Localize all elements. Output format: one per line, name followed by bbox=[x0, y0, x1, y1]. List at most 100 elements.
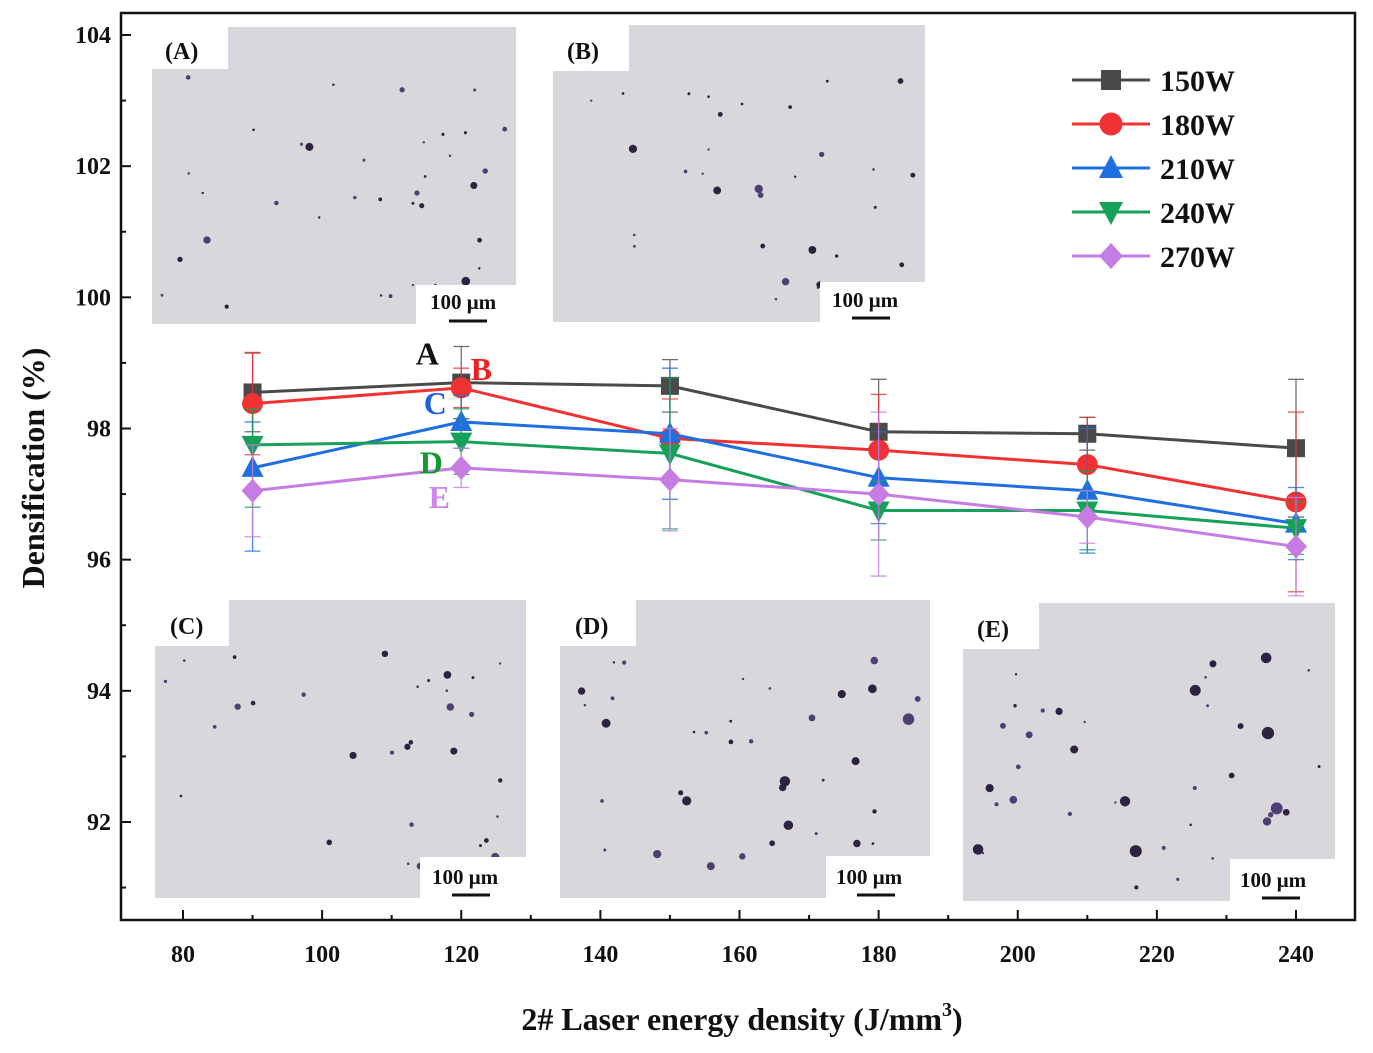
pore bbox=[498, 778, 503, 783]
series-line-240W bbox=[252, 440, 1297, 530]
pore bbox=[483, 838, 489, 843]
pore bbox=[1114, 801, 1117, 804]
pore bbox=[779, 783, 787, 792]
pore bbox=[1228, 772, 1235, 779]
pore bbox=[1176, 877, 1180, 881]
pore bbox=[1119, 796, 1131, 807]
series-line-180W bbox=[252, 386, 1297, 504]
pore bbox=[837, 690, 846, 699]
pore bbox=[406, 862, 410, 865]
pore bbox=[389, 750, 395, 755]
data-point-270W-180 bbox=[867, 482, 890, 507]
pore bbox=[612, 661, 616, 664]
inset-label-e: (E) bbox=[977, 617, 1009, 643]
y-tick-label-96: 96 bbox=[87, 548, 111, 574]
pore bbox=[250, 700, 256, 706]
inset-label-b: (B) bbox=[567, 39, 599, 65]
pore bbox=[577, 687, 586, 695]
legend-marker-150W bbox=[1101, 70, 1121, 90]
pore bbox=[741, 677, 745, 681]
pore bbox=[445, 689, 448, 692]
pore bbox=[851, 757, 860, 766]
pore bbox=[590, 99, 593, 102]
pore bbox=[478, 267, 481, 270]
pore bbox=[179, 794, 183, 798]
pore bbox=[1204, 675, 1207, 679]
pore bbox=[160, 293, 164, 297]
legend: 150W 180W 210W 240W 270W bbox=[1072, 65, 1235, 274]
x-tick-label-200: 200 bbox=[1000, 942, 1036, 968]
pore bbox=[349, 751, 357, 760]
micrograph-b: (B) 100 μm bbox=[553, 25, 925, 322]
pore bbox=[477, 237, 482, 243]
pore bbox=[471, 676, 475, 680]
pore bbox=[299, 142, 304, 146]
y-tick-label-94: 94 bbox=[87, 679, 111, 705]
pore bbox=[404, 743, 411, 750]
pore bbox=[448, 154, 452, 157]
series-line-150W bbox=[252, 381, 1297, 450]
pore bbox=[692, 730, 696, 734]
pore bbox=[1000, 722, 1006, 729]
pore bbox=[498, 662, 502, 665]
point-label-B: B bbox=[471, 351, 492, 387]
x-tick-label-140: 140 bbox=[582, 942, 618, 968]
pore bbox=[1025, 731, 1033, 739]
legend-marker-270W bbox=[1099, 243, 1123, 269]
pore bbox=[427, 678, 431, 682]
pore bbox=[305, 142, 314, 151]
legend-label-150W: 150W bbox=[1160, 65, 1235, 98]
pore bbox=[1192, 786, 1197, 791]
pore bbox=[769, 840, 775, 847]
pores-e bbox=[972, 652, 1321, 890]
pore bbox=[748, 739, 754, 744]
pore bbox=[1009, 795, 1018, 804]
pore bbox=[1206, 704, 1210, 708]
pore bbox=[326, 839, 333, 846]
pore bbox=[707, 148, 710, 151]
pore bbox=[610, 696, 615, 701]
pore bbox=[872, 168, 875, 171]
pore bbox=[414, 190, 420, 196]
scale-bar-label-b: 100 μm bbox=[832, 288, 899, 312]
pore bbox=[470, 181, 478, 190]
pore bbox=[252, 128, 255, 132]
micrograph-d: (D) 100 μm bbox=[560, 600, 930, 898]
pore bbox=[683, 169, 688, 174]
pore bbox=[739, 853, 746, 860]
pore bbox=[482, 168, 488, 174]
pore bbox=[1209, 660, 1217, 668]
pore bbox=[621, 92, 625, 95]
pore bbox=[1015, 764, 1021, 770]
pore bbox=[450, 747, 458, 755]
pore bbox=[834, 254, 839, 258]
x-tick-label-180: 180 bbox=[861, 942, 897, 968]
y-tick-label-104: 104 bbox=[75, 23, 111, 49]
pore bbox=[902, 713, 915, 725]
pore bbox=[1040, 708, 1045, 713]
pore bbox=[463, 131, 468, 135]
pore bbox=[461, 276, 471, 286]
pore bbox=[187, 172, 190, 175]
pore bbox=[704, 730, 709, 735]
pore bbox=[388, 294, 393, 299]
legend-label-270W: 270W bbox=[1160, 241, 1235, 274]
pore bbox=[379, 294, 383, 297]
y-tick-label-100: 100 bbox=[75, 285, 111, 311]
pore bbox=[632, 233, 636, 237]
pore bbox=[473, 88, 477, 92]
pore bbox=[793, 175, 797, 178]
pore bbox=[408, 740, 414, 745]
series-240W bbox=[241, 377, 1307, 556]
pore bbox=[754, 184, 763, 194]
pore bbox=[1129, 845, 1142, 858]
point-label-A: A bbox=[416, 336, 439, 372]
pore bbox=[628, 144, 638, 153]
pore bbox=[1134, 885, 1139, 890]
pore bbox=[600, 799, 604, 803]
pore bbox=[1211, 857, 1214, 860]
pore bbox=[899, 262, 905, 268]
pore bbox=[212, 725, 217, 729]
pore bbox=[788, 105, 792, 109]
x-axis-title: 2# Laser energy density (J/mm3) bbox=[521, 999, 962, 1037]
